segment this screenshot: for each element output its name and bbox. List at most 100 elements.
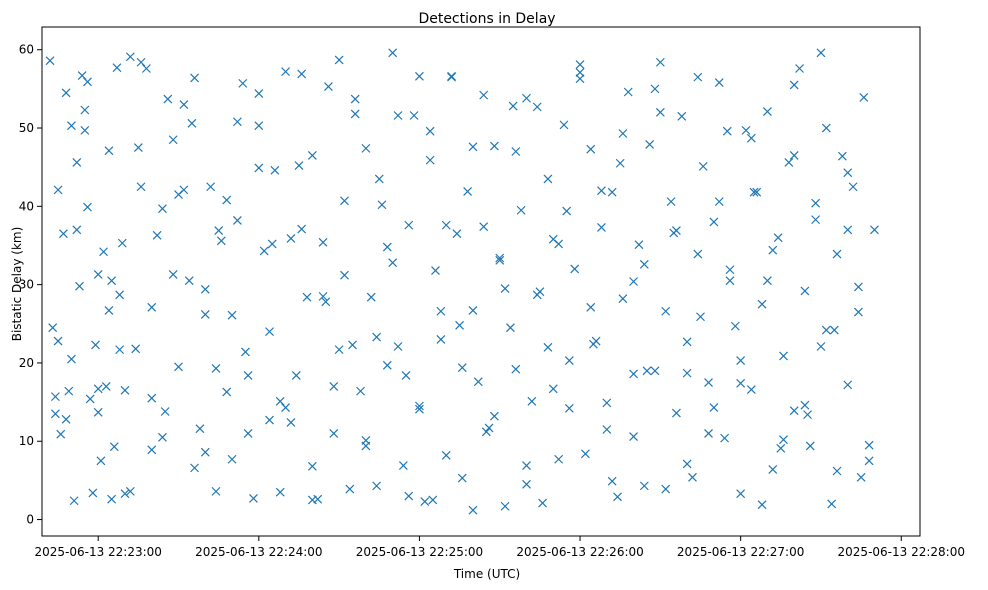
data-point bbox=[133, 143, 143, 153]
data-point bbox=[722, 126, 732, 136]
data-point bbox=[506, 323, 515, 333]
data-point bbox=[415, 71, 424, 81]
data-point bbox=[843, 225, 853, 235]
data-point bbox=[562, 206, 572, 216]
x-tick-label: 2025-06-13 22:26:00 bbox=[516, 545, 643, 559]
data-point bbox=[163, 94, 173, 104]
y-tick-label: 10 bbox=[19, 434, 34, 448]
data-point bbox=[762, 107, 772, 116]
data-point bbox=[190, 463, 200, 473]
data-point bbox=[366, 292, 376, 302]
data-point bbox=[270, 165, 280, 175]
data-point bbox=[109, 442, 119, 452]
y-axis: 0 10 20 30 40 50 60 bbox=[19, 43, 42, 527]
data-point bbox=[645, 140, 655, 149]
data-point bbox=[160, 407, 170, 416]
y-tick-label: 40 bbox=[19, 199, 34, 213]
data-point bbox=[45, 56, 55, 66]
data-point bbox=[615, 158, 625, 168]
data-point bbox=[350, 109, 360, 119]
data-point bbox=[746, 133, 756, 143]
data-point bbox=[211, 363, 221, 373]
data-point bbox=[67, 354, 76, 364]
data-point bbox=[682, 459, 692, 469]
x-tick-label: 2025-06-13 22:24:00 bbox=[195, 545, 322, 559]
data-point bbox=[618, 294, 628, 304]
data-point bbox=[655, 107, 665, 117]
data-point bbox=[468, 306, 478, 315]
data-point bbox=[613, 492, 622, 502]
data-point bbox=[843, 168, 853, 178]
data-point bbox=[393, 342, 403, 351]
data-point bbox=[147, 302, 157, 312]
data-point bbox=[107, 494, 117, 504]
y-tick-label: 60 bbox=[19, 43, 34, 57]
data-point bbox=[67, 121, 76, 131]
data-point bbox=[291, 371, 301, 380]
data-point bbox=[532, 102, 542, 112]
data-point bbox=[80, 125, 90, 135]
data-point bbox=[50, 392, 60, 402]
data-point bbox=[329, 382, 339, 391]
data-point bbox=[174, 190, 183, 200]
data-point bbox=[548, 384, 558, 394]
data-point bbox=[307, 461, 317, 471]
data-point bbox=[409, 111, 419, 120]
data-point bbox=[307, 151, 317, 160]
data-point bbox=[736, 489, 746, 499]
data-point bbox=[382, 242, 392, 252]
x-axis: 2025-06-13 22:23:00 2025-06-13 22:24:00 20… bbox=[34, 536, 965, 559]
data-point bbox=[179, 100, 189, 109]
data-point bbox=[243, 371, 253, 380]
data-point bbox=[602, 425, 612, 434]
data-point bbox=[120, 489, 130, 499]
data-point bbox=[393, 111, 403, 120]
data-point bbox=[91, 340, 100, 350]
data-point bbox=[415, 404, 424, 414]
data-point bbox=[53, 336, 63, 346]
data-point bbox=[377, 200, 387, 210]
data-point bbox=[131, 344, 141, 354]
data-point bbox=[479, 90, 489, 100]
data-point bbox=[597, 186, 606, 196]
data-point bbox=[527, 396, 537, 406]
data-point bbox=[112, 63, 122, 73]
y-tick-label: 30 bbox=[19, 278, 34, 292]
data-point bbox=[216, 236, 226, 246]
data-point bbox=[120, 385, 130, 395]
data-point bbox=[297, 69, 307, 79]
data-point bbox=[152, 230, 162, 240]
data-point bbox=[200, 309, 210, 319]
data-point bbox=[800, 400, 810, 410]
data-point bbox=[522, 93, 531, 103]
x-tick-label: 2025-06-13 22:27:00 bbox=[677, 545, 804, 559]
data-point bbox=[789, 151, 799, 160]
data-point bbox=[575, 60, 585, 70]
data-point bbox=[243, 428, 253, 438]
data-point bbox=[666, 197, 676, 207]
chart-title: Detections in Delay bbox=[418, 11, 555, 27]
data-point bbox=[318, 291, 328, 301]
data-point bbox=[746, 385, 756, 394]
data-point bbox=[455, 320, 465, 330]
data-point bbox=[800, 286, 810, 296]
data-point bbox=[238, 78, 248, 88]
data-point bbox=[436, 306, 446, 316]
data-point bbox=[837, 151, 847, 161]
data-point bbox=[538, 498, 547, 508]
data-point bbox=[489, 411, 499, 421]
data-point bbox=[489, 141, 499, 151]
data-point bbox=[227, 454, 237, 464]
data-point bbox=[720, 433, 730, 443]
data-point bbox=[554, 454, 564, 464]
data-point bbox=[811, 198, 821, 208]
data-point bbox=[789, 80, 799, 90]
data-point bbox=[441, 220, 451, 230]
data-point bbox=[709, 403, 719, 412]
marker-group bbox=[45, 48, 879, 515]
data-point bbox=[586, 144, 596, 154]
data-point bbox=[803, 410, 812, 420]
data-point bbox=[58, 229, 68, 239]
data-point bbox=[72, 158, 82, 167]
data-point bbox=[340, 196, 349, 206]
